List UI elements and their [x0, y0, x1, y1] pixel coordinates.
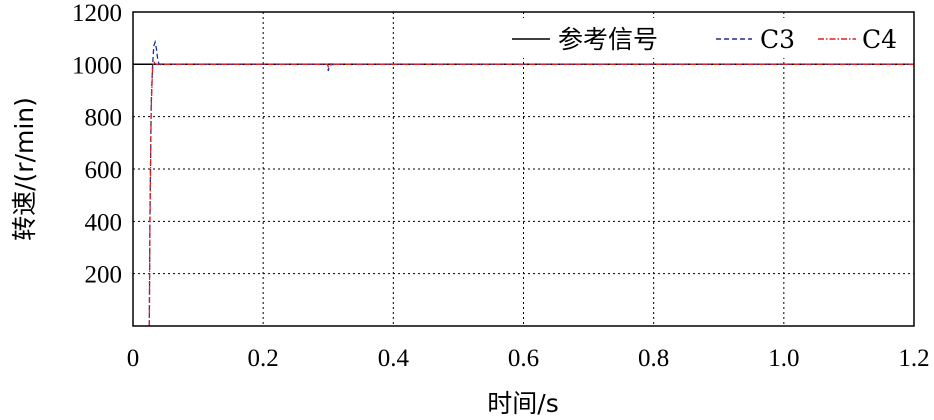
legend-label: C3	[760, 25, 795, 54]
x-tick-label: 0.8	[638, 345, 669, 372]
y-tick-label: 1200	[72, 0, 122, 27]
x-tick-label: 0.4	[378, 345, 410, 372]
x-tick-label: 0.2	[248, 345, 279, 372]
tick-layer: 0 0.2 0.4 0.6 0.8 1.0 1.2 200 400 600 800 1000 1200	[72, 0, 930, 372]
y-tick-label: 600	[85, 157, 123, 184]
x-tick-label: 1.0	[768, 345, 799, 372]
legend-label: C4	[862, 25, 897, 54]
series-line-c3	[148, 39, 914, 327]
grid-layer	[133, 12, 914, 326]
y-tick-label: 400	[85, 209, 123, 236]
series-layer	[133, 39, 914, 327]
legend: 参考信号 C3 C4	[506, 18, 910, 58]
x-tick-label: 0	[127, 345, 140, 372]
y-axis-label: 转速/(r/min)	[10, 97, 39, 241]
x-axis-label: 时间/s	[487, 389, 558, 418]
y-tick-label: 800	[85, 105, 123, 132]
y-tick-label: 1000	[72, 52, 122, 79]
plot-frame	[132, 11, 915, 327]
x-tick-label: 1.2	[898, 345, 929, 372]
legend-background	[506, 18, 910, 58]
legend-label: 参考信号	[558, 25, 658, 54]
series-line-c4	[148, 60, 914, 327]
x-tick-label: 0.6	[508, 345, 539, 372]
y-tick-label: 200	[85, 262, 123, 289]
